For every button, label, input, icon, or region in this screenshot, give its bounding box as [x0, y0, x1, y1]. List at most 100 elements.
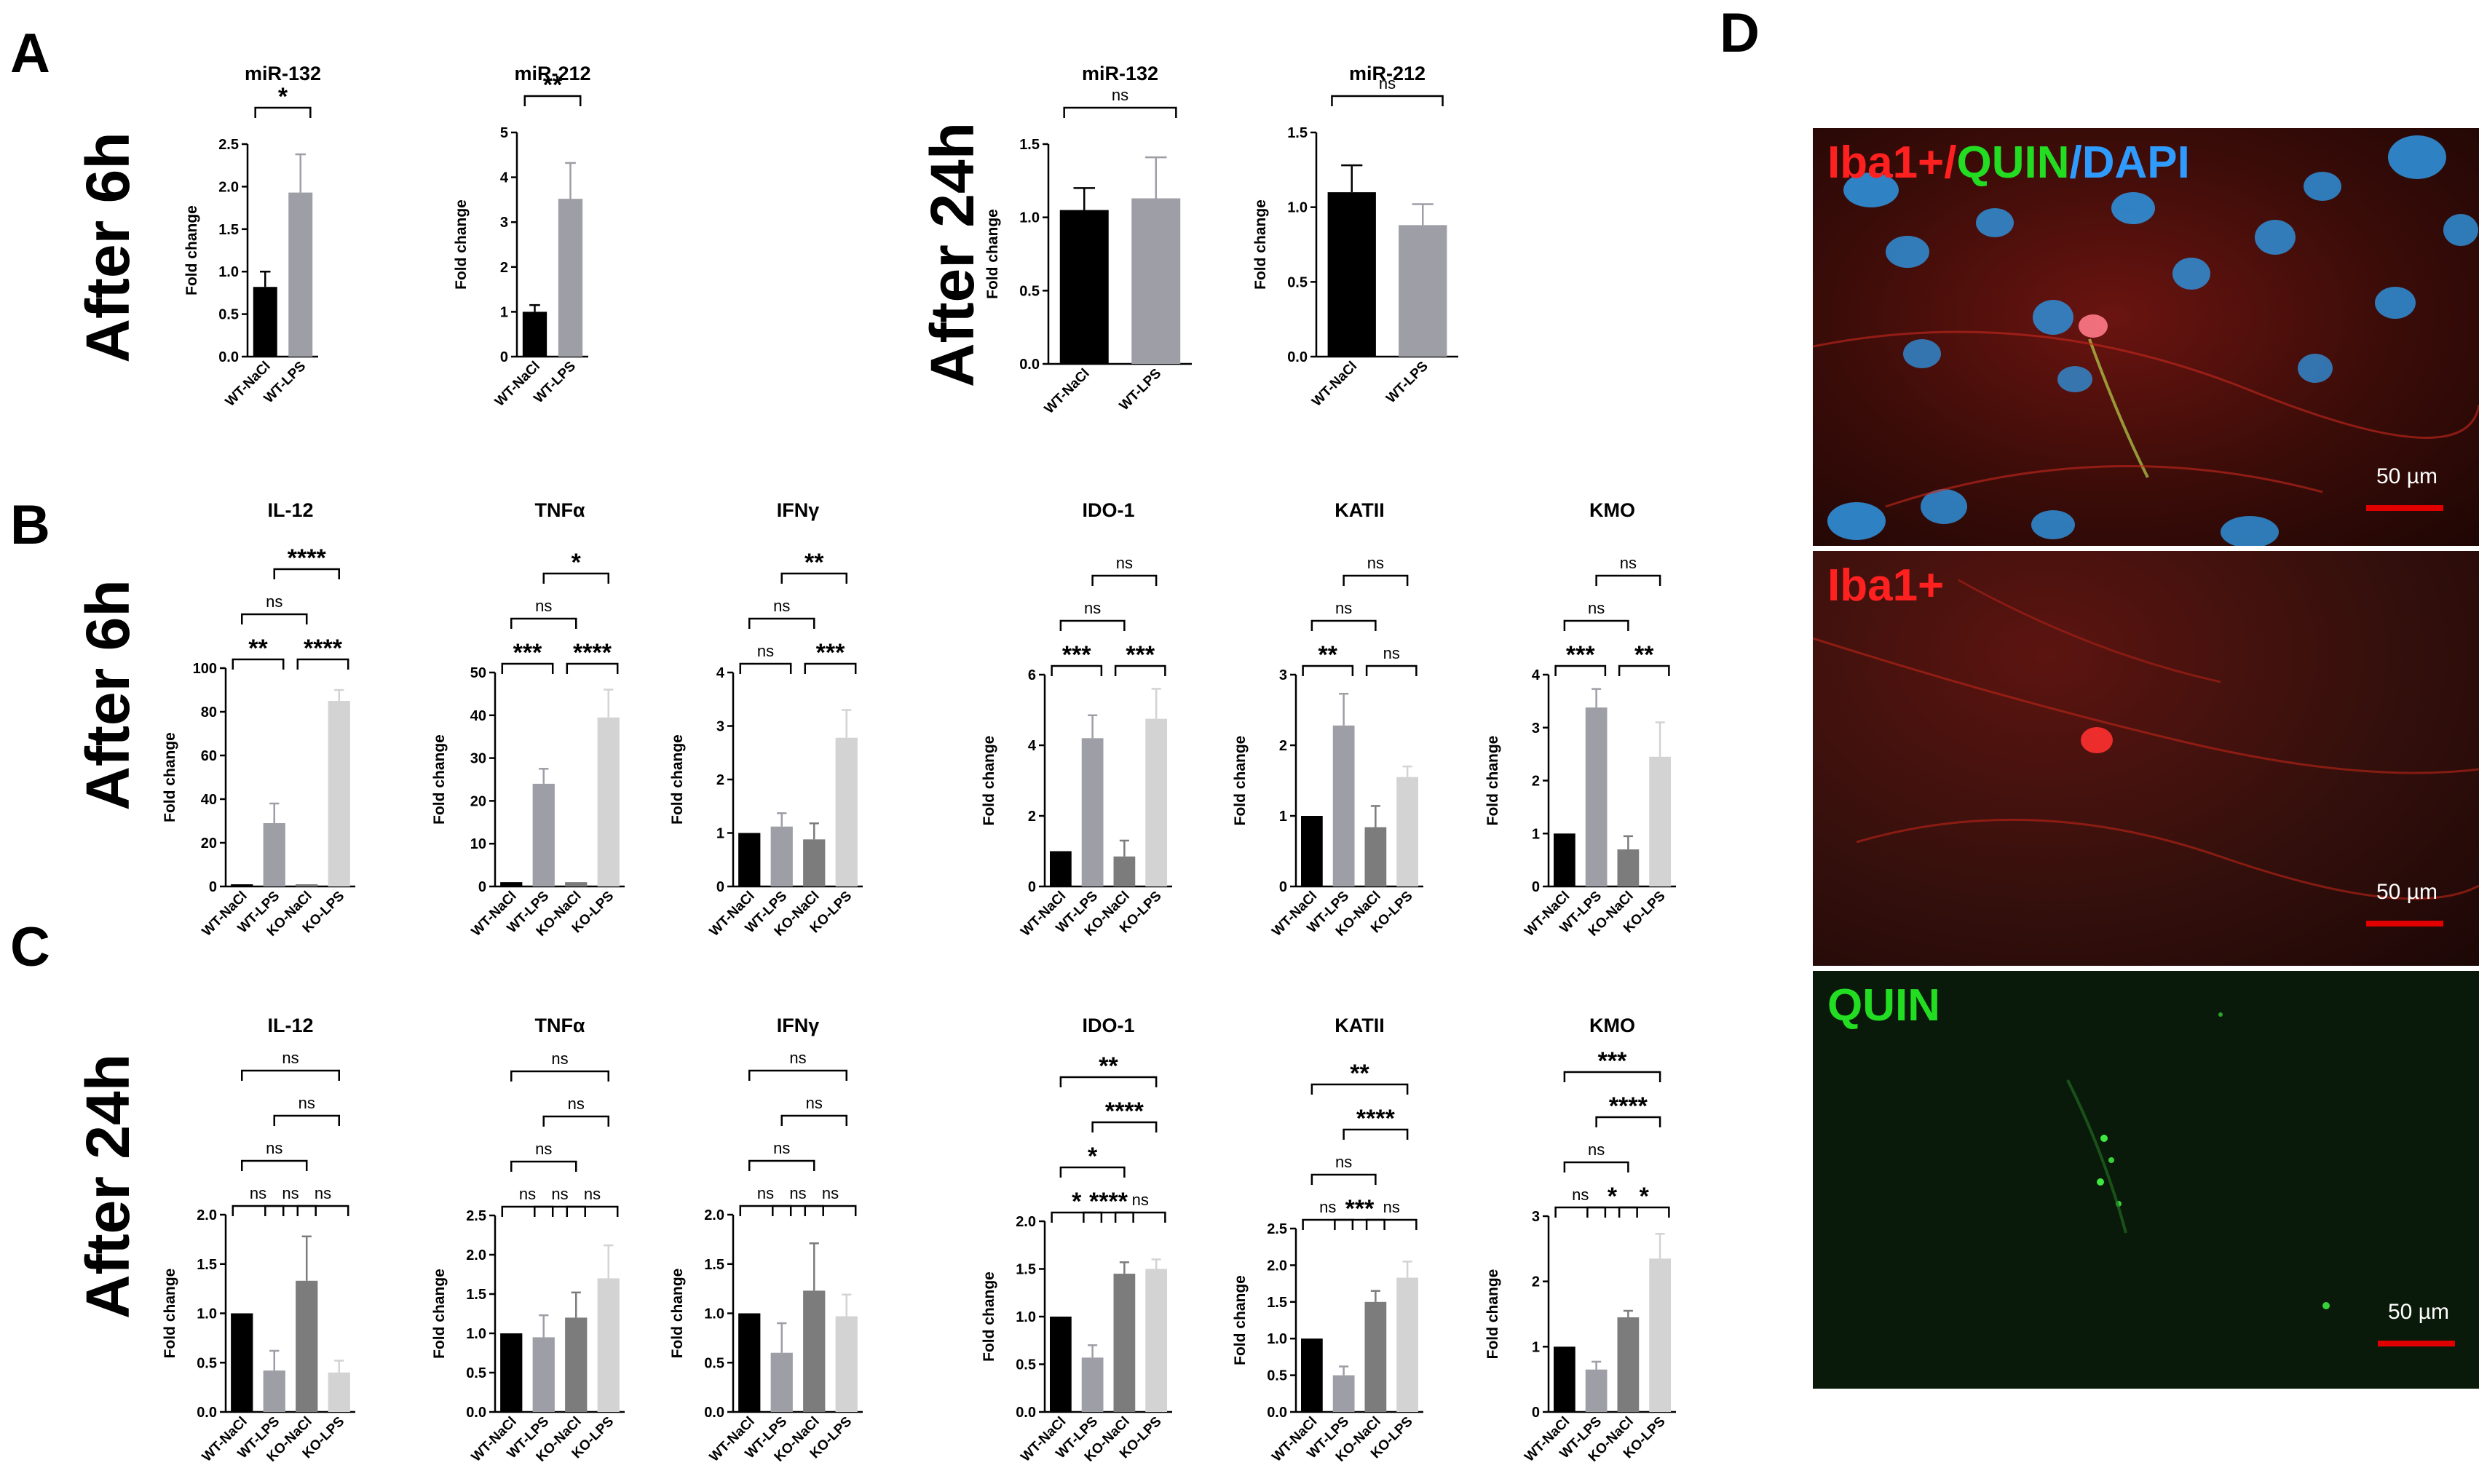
significance-label: ns — [266, 1139, 282, 1157]
significance-bracket — [748, 1159, 815, 1171]
significance-label: ns — [1379, 74, 1396, 92]
bar — [1617, 849, 1640, 886]
bar — [1396, 777, 1418, 886]
chart-title: IDO-1 — [1082, 1015, 1134, 1036]
y-tick-label: 1.5 — [197, 1257, 217, 1273]
y-axis-label: Fold change — [1484, 736, 1501, 826]
y-tick-label: 4 — [1532, 667, 1541, 683]
y-tick-label: 0 — [478, 879, 486, 895]
y-tick-label: 1.5 — [1016, 1262, 1036, 1278]
y-tick-label: 0 — [1532, 879, 1540, 895]
significance-bracket — [501, 1205, 554, 1217]
y-tick-label: 3 — [716, 719, 724, 735]
significance-label: **** — [1356, 1105, 1396, 1132]
significance-label: ns — [789, 1049, 806, 1067]
chart-title: IDO-1 — [1082, 499, 1134, 521]
y-tick-label: 2.5 — [218, 137, 239, 153]
y-tick-label: 2 — [1279, 738, 1287, 754]
bar — [328, 701, 350, 886]
y-tick-label: 6 — [1028, 667, 1036, 683]
y-tick-label: 1 — [500, 304, 508, 320]
x-tick-label: WT-LPS — [1383, 359, 1431, 407]
significance-bracket — [1310, 619, 1377, 631]
bar — [1050, 1317, 1072, 1412]
y-tick-label: 0.0 — [466, 1405, 486, 1421]
x-tick-label: WT-NaCl — [223, 359, 274, 410]
significance-label: * — [278, 83, 288, 111]
micrograph-quin-label: QUIN — [1827, 980, 1940, 1031]
y-tick-label: 20 — [470, 793, 486, 809]
bar — [1364, 1301, 1387, 1412]
significance-label: * — [1072, 1188, 1082, 1215]
bar — [532, 783, 555, 886]
chart-4: miR-212 0.0 0.5 1.0 1.5 Fold change WT-NaCl WT-… — [1252, 63, 1458, 410]
significance-bracket — [510, 617, 577, 629]
y-tick-label: 3 — [500, 215, 508, 231]
y-axis-label: Fold change — [669, 734, 686, 825]
significance-bracket — [510, 1160, 577, 1172]
significance-label: ns — [1383, 1198, 1400, 1216]
panel-letter-a: A — [10, 23, 50, 84]
significance-label: **** — [1609, 1092, 1648, 1120]
micrograph-quin-texture — [2066, 1012, 2330, 1309]
significance-bracket — [510, 1070, 609, 1082]
y-axis-label: Fold change — [669, 1269, 686, 1359]
chart-3: miR-132 0.0 0.5 1.0 1.5 Fold change WT-NaCl WT-… — [984, 63, 1192, 417]
bar — [1113, 1274, 1136, 1412]
significance-label: ns — [1132, 1191, 1149, 1209]
significance-label: ** — [248, 635, 268, 662]
bar — [1081, 1357, 1104, 1412]
significance-bracket — [1331, 95, 1444, 106]
chart-1: miR-132 0.0 0.5 1.0 1.5 2.0 2.5 Fold change WT-N… — [183, 63, 321, 410]
label-quin: QUIN — [1956, 138, 2070, 188]
significance-label: ns — [568, 1095, 585, 1113]
significance-bracket — [523, 95, 582, 106]
bar — [1399, 225, 1447, 357]
bar — [1113, 856, 1136, 886]
significance-label: ns — [789, 1184, 806, 1202]
y-tick-label: 0.0 — [1016, 1405, 1036, 1421]
y-tick-label: 2.0 — [1016, 1214, 1036, 1230]
significance-bracket — [1059, 619, 1126, 631]
significance-bracket — [1063, 106, 1177, 118]
y-tick-label: 2.0 — [218, 179, 239, 195]
significance-label: ns — [519, 1185, 536, 1203]
significance-label: ns — [551, 1185, 568, 1203]
row-label-a-6h: After 6h — [74, 132, 142, 363]
significance-label: ns — [773, 597, 790, 615]
significance-bracket — [273, 568, 340, 579]
y-tick-label: 1.0 — [1016, 1309, 1036, 1325]
significance-label: ns — [1588, 599, 1605, 617]
significance-bracket — [232, 1205, 285, 1216]
significance-bracket — [1059, 1076, 1158, 1087]
significance-label: *** — [513, 639, 542, 667]
panel-letter-d: D — [1720, 2, 1760, 64]
y-tick-label: 1.5 — [1267, 1295, 1287, 1311]
y-tick-label: 0.0 — [197, 1405, 217, 1421]
significance-bracket — [241, 613, 308, 624]
y-tick-label: 0.0 — [1019, 357, 1040, 373]
chart-title: IFNγ — [777, 499, 820, 521]
y-tick-label: 30 — [470, 751, 486, 767]
significance-label: *** — [1345, 1195, 1375, 1223]
significance-label: ns — [757, 1184, 774, 1202]
y-tick-label: 2 — [500, 260, 508, 276]
y-tick-label: 0.0 — [704, 1405, 724, 1421]
chart-title: TNFα — [534, 1015, 585, 1036]
y-tick-label: 2.5 — [1267, 1221, 1287, 1237]
y-tick-label: 3 — [1532, 721, 1540, 737]
y-tick-label: 1 — [716, 826, 724, 842]
y-axis-label: Fold change — [431, 1269, 448, 1359]
y-axis-label: Fold change — [183, 205, 200, 295]
y-tick-label: 1.5 — [1019, 137, 1040, 153]
y-axis-label: Fold change — [1252, 199, 1269, 290]
y-axis-label: Fold change — [981, 736, 997, 826]
y-axis-label: Fold change — [453, 199, 470, 290]
bar — [1145, 718, 1167, 886]
bar — [253, 287, 277, 357]
